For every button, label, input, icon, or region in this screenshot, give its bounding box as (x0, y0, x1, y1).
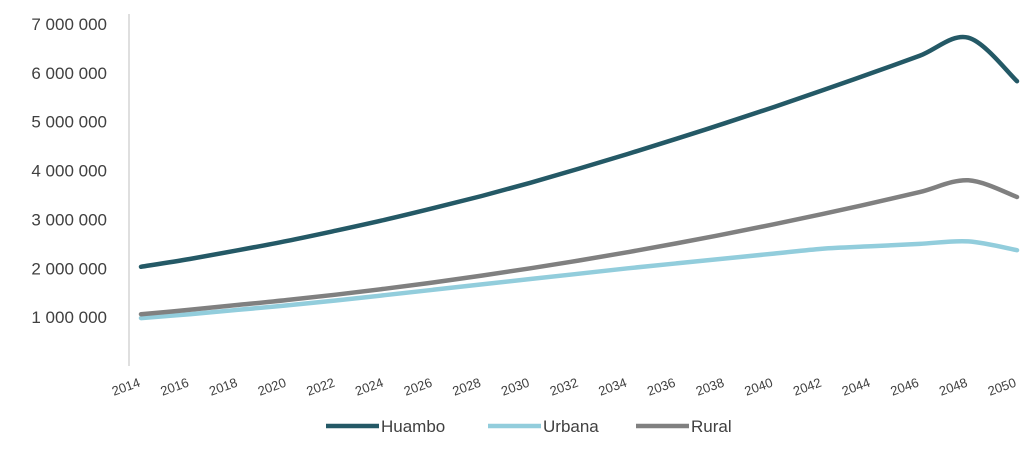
legend-label: Urbana (543, 417, 599, 436)
legend-item-rural: Rural (636, 417, 732, 436)
legend-item-urbana: Urbana (488, 417, 599, 436)
x-tick-label: 2040 (742, 375, 774, 399)
y-axis: 1 000 000 2 000 000 3 000 000 4 000 000 5 00… (31, 14, 130, 366)
y-tick-label: 3 000 000 (31, 210, 107, 229)
series-line-urbana (138, 238, 1020, 321)
series-layer (138, 34, 1020, 321)
y-tick-label: 2 000 000 (31, 259, 107, 278)
x-tick-label: 2050 (986, 375, 1018, 399)
x-tick-label: 2048 (937, 375, 969, 399)
legend: Huambo Urbana Rural (326, 417, 732, 436)
x-tick-label: 2018 (207, 375, 239, 399)
x-tick-label: 2014 (110, 375, 142, 399)
x-tick-label: 2024 (353, 375, 385, 399)
x-axis: 2014 2016 2018 2020 2022 2024 2026 2028 2030 2032… (110, 375, 1018, 399)
x-tick-label: 2036 (645, 375, 677, 399)
x-tick-label: 2030 (499, 375, 531, 399)
x-tick-label: 2046 (888, 375, 920, 399)
legend-label: Huambo (381, 417, 445, 436)
y-tick-label: 6 000 000 (31, 64, 107, 83)
y-tick-label: 7 000 000 (31, 15, 107, 34)
y-tick-label: 1 000 000 (31, 308, 107, 327)
legend-label: Rural (691, 417, 732, 436)
series-line-huambo (138, 34, 1020, 270)
x-tick-label: 2042 (791, 375, 823, 399)
y-tick-label: 5 000 000 (31, 113, 107, 132)
x-tick-label: 2044 (840, 375, 872, 399)
x-tick-label: 2020 (256, 375, 288, 399)
x-tick-label: 2026 (402, 375, 434, 399)
series-line-rural (138, 178, 1020, 317)
x-tick-label: 2032 (548, 375, 580, 399)
x-tick-label: 2022 (304, 375, 336, 399)
x-tick-label: 2028 (450, 375, 482, 399)
legend-item-huambo: Huambo (326, 417, 445, 436)
x-tick-label: 2034 (596, 375, 628, 399)
x-tick-label: 2038 (694, 375, 726, 399)
x-tick-label: 2016 (158, 375, 190, 399)
y-tick-label: 4 000 000 (31, 162, 107, 181)
